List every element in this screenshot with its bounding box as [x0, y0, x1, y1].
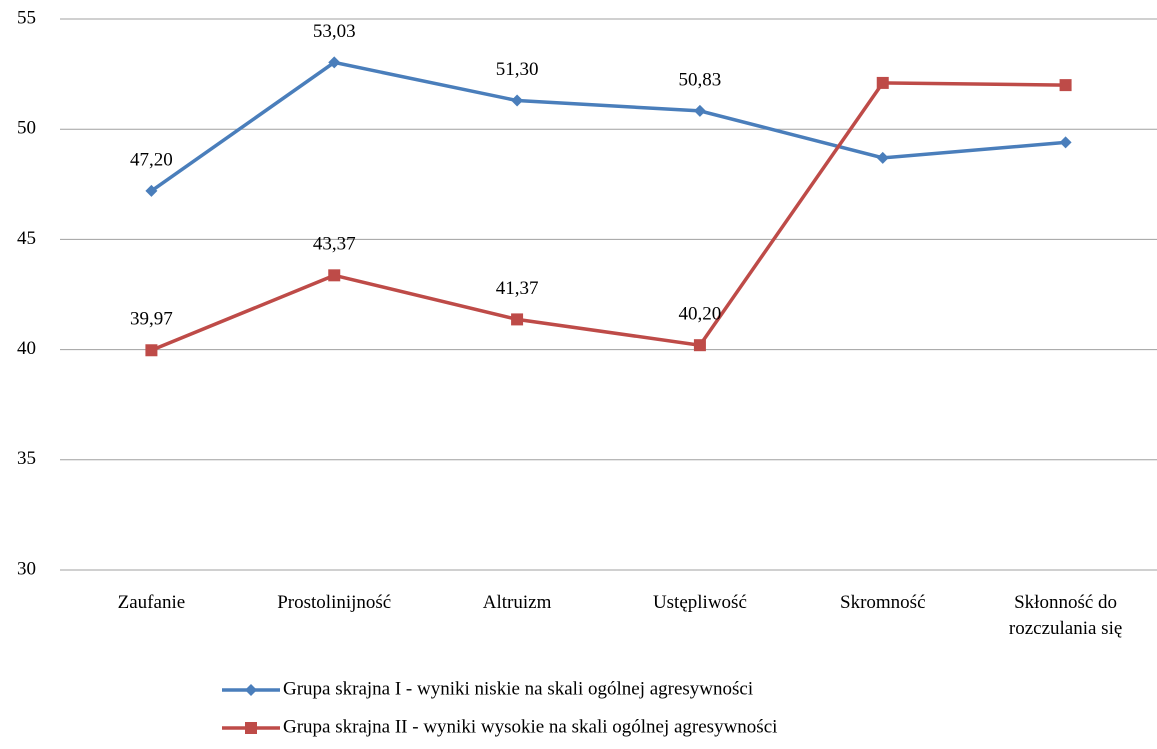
point-marker	[876, 151, 889, 164]
y-tick-label: 55	[17, 7, 36, 28]
data-label: 51,30	[496, 59, 539, 80]
x-tick-label: Skłonność do rozczulania się	[1008, 592, 1123, 639]
x-tick-label: Skromność	[840, 592, 926, 613]
point-marker	[328, 269, 341, 282]
x-tick-label: Altruizm	[482, 592, 552, 613]
data-label: 40,20	[679, 304, 722, 325]
data-label: 53,03	[313, 21, 356, 42]
data-label: 39,97	[130, 309, 173, 330]
legend-marker	[245, 722, 257, 734]
point-marker	[876, 76, 889, 89]
point-marker	[145, 184, 158, 197]
data-label: 41,37	[496, 278, 539, 299]
x-tick-label: Prostolinijność	[277, 592, 392, 613]
series-line	[150, 60, 1066, 193]
legend-label: Grupa skrajna I - wyniki niskie na skali…	[283, 678, 753, 699]
point-marker	[1059, 136, 1072, 149]
x-tick-label: Ustępliwość	[652, 592, 747, 613]
point-marker	[511, 313, 524, 326]
data-label: 50,83	[679, 69, 722, 90]
y-tick-label: 50	[17, 118, 36, 139]
series-line	[150, 81, 1066, 352]
point-marker	[145, 344, 158, 357]
legend-label: Grupa skrajna II - wyniki wysokie na ska…	[283, 716, 777, 737]
data-label: 43,37	[313, 234, 356, 255]
y-tick-label: 40	[17, 338, 36, 359]
y-tick-label: 45	[17, 228, 36, 249]
point-marker	[328, 56, 341, 69]
data-label: 47,20	[130, 149, 173, 170]
point-marker	[693, 104, 706, 117]
y-tick-label: 35	[17, 448, 36, 469]
legend-marker	[245, 684, 257, 696]
point-marker	[693, 339, 706, 352]
point-marker	[1059, 79, 1072, 92]
y-tick-label: 30	[17, 558, 36, 579]
point-marker	[511, 94, 524, 107]
x-tick-label: Zaufanie	[117, 592, 186, 613]
